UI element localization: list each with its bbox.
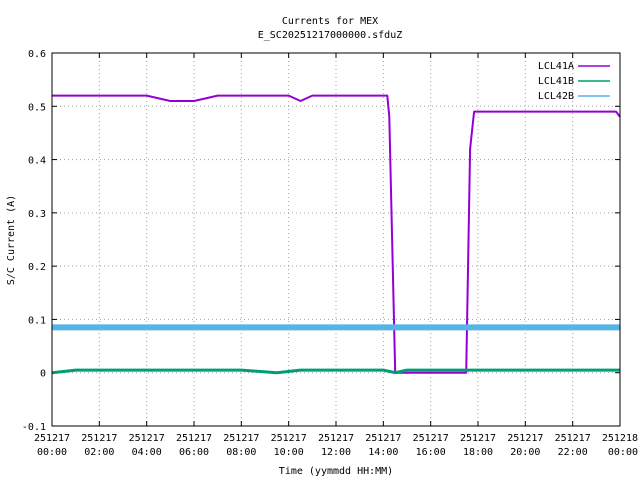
y-tick-label: 0.4: [28, 156, 46, 167]
x-tick-date-label: 251217: [318, 433, 354, 444]
y-tick-label: 0.5: [28, 102, 46, 113]
x-tick-date-label: 251217: [176, 433, 212, 444]
x-tick-date-label: 251217: [555, 433, 591, 444]
legend-label: LCL42B: [538, 91, 574, 102]
y-axis-ticks: -0.1 0 0.1 0.2 0.3 0.4 0.5 0.6: [22, 49, 620, 433]
series-layer: [51, 94, 621, 375]
x-tick-time-label: 12:00: [321, 447, 351, 458]
y-tick-label: 0.6: [28, 49, 46, 60]
x-tick-time-label: 16:00: [416, 447, 446, 458]
x-tick-time-label: 08:00: [226, 447, 256, 458]
x-tick-date-label: 251217: [223, 433, 259, 444]
legend: LCL41A LCL41B LCL42B: [538, 61, 610, 102]
series-line-lcl41b: [51, 368, 620, 375]
x-tick-time-label: 06:00: [179, 447, 209, 458]
y-axis-label: S/C Current (A): [6, 195, 17, 285]
y-tick-label: 0.2: [28, 262, 46, 273]
y-tick-label: -0.1: [22, 422, 46, 433]
x-tick-time-label: 02:00: [84, 447, 114, 458]
series-line-lcl41a: [52, 94, 621, 374]
x-tick-time-label: 04:00: [132, 447, 162, 458]
legend-label: LCL41B: [538, 76, 574, 87]
grid-lines: [52, 53, 620, 426]
y-tick-label: 0.1: [28, 315, 46, 326]
x-tick-time-label: 00:00: [608, 447, 638, 458]
plot-border: [51, 52, 621, 427]
x-tick-date-label: 251218: [602, 433, 638, 444]
y-tick-label: 0: [40, 369, 46, 380]
x-tick-date-label: 251217: [365, 433, 401, 444]
chart-title: Currents for MEX: [282, 16, 378, 27]
x-axis-ticks: 251217 00:00 251217 02:00 251217 04:00 251217 0…: [34, 53, 638, 458]
x-tick-time-label: 10:00: [274, 447, 304, 458]
x-tick-date-label: 251217: [460, 433, 496, 444]
x-tick-date-label: 251217: [81, 433, 117, 444]
x-tick-time-label: 22:00: [558, 447, 588, 458]
y-tick-label: 0.3: [28, 209, 46, 220]
legend-label: LCL41A: [538, 61, 574, 72]
x-tick-time-label: 00:00: [37, 447, 67, 458]
x-axis-label: Time (yymmdd HH:MM): [279, 466, 393, 477]
x-tick-date-label: 251217: [271, 433, 307, 444]
x-tick-time-label: 14:00: [368, 447, 398, 458]
x-tick-date-label: 251217: [507, 433, 543, 444]
x-tick-date-label: 251217: [413, 433, 449, 444]
chart-subtitle: E_SC20251217000000.sfduZ: [258, 30, 403, 41]
x-tick-time-label: 20:00: [510, 447, 540, 458]
x-tick-date-label: 251217: [34, 433, 70, 444]
x-tick-date-label: 251217: [129, 433, 165, 444]
x-tick-time-label: 18:00: [463, 447, 493, 458]
